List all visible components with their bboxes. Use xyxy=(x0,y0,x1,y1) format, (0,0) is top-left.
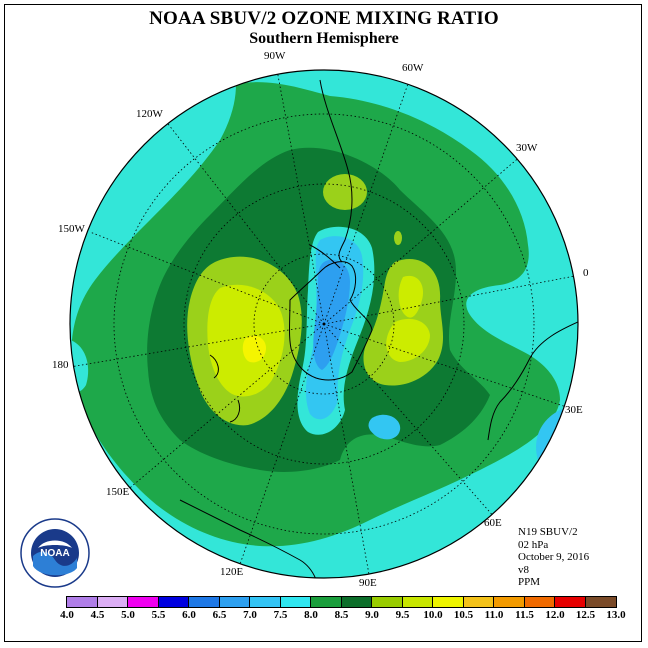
yellow-spot xyxy=(242,335,266,363)
color-scale-segment xyxy=(433,597,464,607)
color-scale xyxy=(66,596,617,608)
color-scale-tick-label: 10.0 xyxy=(423,609,443,621)
info-instrument: N19 SBUV/2 xyxy=(518,526,578,538)
info-date: October 9, 2016 xyxy=(518,551,590,563)
color-scale-tick-label: 13.0 xyxy=(606,609,626,621)
color-scale-tick-label: 12.0 xyxy=(545,609,565,621)
color-scale-tick-label: 11.5 xyxy=(515,609,534,621)
light-blue-patch-south xyxy=(368,414,401,440)
lon-label-120e: 120E xyxy=(220,566,244,578)
yellow-green-blob-east-2 xyxy=(386,318,430,362)
lon-label-150w: 150W xyxy=(58,223,85,235)
lon-label-0: 0 xyxy=(583,267,589,279)
color-scale-tick-label: 7.0 xyxy=(243,609,257,621)
color-scale-segment xyxy=(280,597,311,607)
noaa-logo-icon: NOAA xyxy=(20,518,90,588)
lon-label-150e: 150E xyxy=(106,486,130,498)
color-scale-tick-label: 12.5 xyxy=(575,609,596,621)
color-scale-segment xyxy=(463,597,494,607)
color-scale-segment xyxy=(128,597,159,607)
figure-frame xyxy=(4,4,642,642)
map-boundary xyxy=(69,69,579,579)
lime-spot-north xyxy=(323,174,367,210)
info-version: v8 xyxy=(518,563,529,576)
australia-outline xyxy=(179,499,319,578)
color-scale-tick-label: 7.5 xyxy=(273,609,288,621)
yellow-green-blob-east xyxy=(398,275,424,318)
info-level: 02 hPa xyxy=(518,538,549,551)
info-block: N19 SBUV/2 02 hPa October 9, 2016 v8 PPM xyxy=(518,526,589,589)
coastlines xyxy=(179,79,578,578)
logo-text: NOAA xyxy=(40,548,69,559)
color-scale-tick-label: 8.0 xyxy=(304,609,318,621)
color-scale-segment xyxy=(555,597,586,607)
new-zealand-outline xyxy=(209,354,241,423)
color-scale-tick-label: 5.5 xyxy=(151,609,166,621)
color-scale-tick-label: 5.0 xyxy=(121,609,135,621)
color-scale-tick-label: 6.5 xyxy=(212,609,227,621)
color-scale-segment xyxy=(189,597,220,607)
lon-label-60w: 60W xyxy=(402,62,424,74)
color-scale-tick-label: 9.0 xyxy=(365,609,379,621)
color-scale-segment xyxy=(341,597,372,607)
graticule xyxy=(70,70,578,578)
color-scale-segment xyxy=(67,597,98,607)
page-subtitle: Southern Hemisphere xyxy=(249,30,399,47)
antarctica-outline xyxy=(289,261,373,381)
info-units: PPM xyxy=(518,576,541,588)
color-scale-segment xyxy=(311,597,342,607)
lon-label-60e: 60E xyxy=(484,517,502,529)
color-scale-tick-label: 4.5 xyxy=(90,609,105,621)
color-scale-segment xyxy=(524,597,555,607)
color-scale-tick-label: 4.0 xyxy=(60,609,74,621)
color-scale-tick-label: 10.5 xyxy=(453,609,474,621)
color-scale-segment xyxy=(372,597,403,607)
lime-dot xyxy=(394,231,402,245)
color-scale-tick-label: 9.5 xyxy=(395,609,410,621)
lon-label-180: 180 xyxy=(52,359,69,371)
page-title: NOAA SBUV/2 OZONE MIXING RATIO xyxy=(149,8,499,29)
blue-polar-region xyxy=(313,259,350,370)
color-scale-segment xyxy=(158,597,189,607)
lon-label-30e: 30E xyxy=(565,404,583,416)
color-scale-segment xyxy=(219,597,250,607)
lon-label-90e: 90E xyxy=(359,577,377,589)
lon-label-90w: 90W xyxy=(264,50,286,62)
color-scale-segment xyxy=(402,597,433,607)
color-scale-tick-label: 8.5 xyxy=(334,609,349,621)
ozone-field xyxy=(70,70,578,578)
lon-label-120w: 120W xyxy=(136,108,163,120)
color-scale-tick-label: 6.0 xyxy=(182,609,196,621)
color-scale-segment xyxy=(585,597,616,607)
south-america-outline xyxy=(319,79,353,263)
africa-outline xyxy=(487,321,578,441)
color-scale-segment xyxy=(250,597,281,607)
color-scale-segment xyxy=(494,597,525,607)
lon-label-30w: 30W xyxy=(516,142,538,154)
peninsula-outline xyxy=(309,244,341,269)
color-scale-segment xyxy=(97,597,128,607)
color-scale-tick-label: 11.0 xyxy=(484,609,504,621)
